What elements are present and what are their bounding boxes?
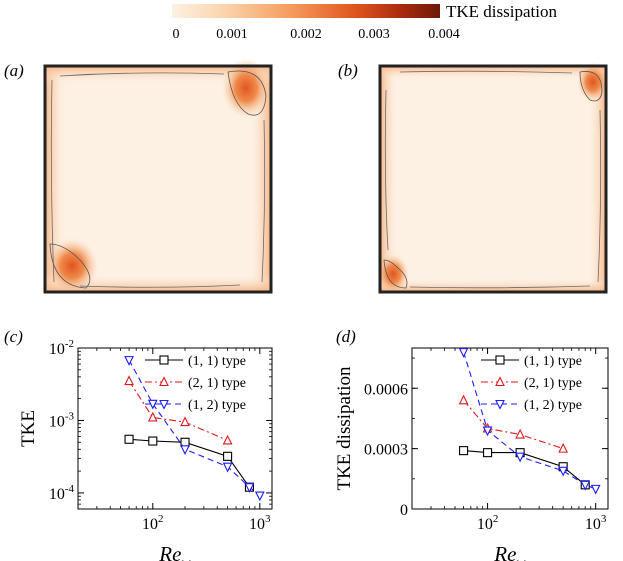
y-tick-label-base: 10 — [49, 413, 65, 430]
x-axis-label-main: Re — [493, 542, 516, 561]
legend-marker — [159, 376, 169, 387]
y-tick-label: 10-2 — [49, 338, 74, 358]
colorbar-tick: 0.001 — [216, 27, 248, 42]
data-point — [558, 442, 569, 453]
y-tick-label: 10-4 — [49, 483, 75, 503]
legend-marker — [495, 399, 505, 410]
colorbar-tick: 0 — [173, 27, 180, 42]
y-axis-label: TKE — [18, 410, 39, 447]
legend-label: (1, 2) type — [524, 398, 582, 413]
colorbar-label: TKE dissipation — [446, 2, 557, 21]
colorbar-gradient — [172, 4, 440, 18]
data-point — [124, 375, 134, 386]
x-tick-label-base: 10 — [249, 516, 265, 533]
data-point — [458, 394, 469, 405]
y-tick-label-exp: -2 — [65, 338, 74, 350]
legend-marker — [495, 376, 505, 387]
x-tick-label: 102 — [477, 513, 499, 533]
data-point — [558, 466, 569, 477]
y-axis-label: TKE dissipation — [334, 366, 355, 491]
data-point — [124, 356, 134, 366]
colorbar: TKE dissipation 0 0.001 0.002 0.003 0.00… — [172, 2, 557, 42]
y-tick-label-base: 10 — [49, 341, 65, 358]
data-point — [222, 434, 233, 445]
data-point — [580, 480, 591, 491]
data-point — [515, 428, 526, 439]
x-tick-label-exp: 3 — [601, 513, 607, 525]
colorbar-tick: 0.003 — [358, 27, 390, 42]
plot-frame — [411, 347, 609, 510]
data-point — [254, 491, 265, 502]
legend-marker — [495, 355, 505, 365]
data-point — [180, 416, 190, 427]
panel-label-d: (d) — [336, 327, 356, 346]
x-tick-label-base: 10 — [585, 516, 601, 533]
legend-marker — [159, 355, 169, 365]
legend-label: (1, 2) type — [188, 398, 246, 413]
x-tick-label-base: 10 — [142, 516, 158, 533]
x-tick-label: 103 — [249, 513, 271, 533]
legend-marker — [159, 399, 169, 410]
data-point — [459, 446, 469, 456]
x-tick-label-exp: 2 — [158, 513, 164, 525]
data-point — [148, 436, 158, 446]
x-tick-label-exp: 3 — [265, 513, 271, 525]
data-point — [482, 426, 493, 437]
x-tick-label: 102 — [142, 513, 164, 533]
colorbar-tick: 0.004 — [428, 27, 460, 42]
data-point — [223, 451, 233, 461]
data-point — [458, 347, 469, 358]
y-tick-label-exp: -3 — [65, 410, 75, 422]
data-point — [180, 445, 190, 456]
series-line — [463, 399, 564, 450]
legend-label: (2, 1) type — [524, 376, 582, 391]
data-point — [222, 462, 233, 473]
y-tick-label-base: 10 — [49, 486, 65, 503]
data-point — [244, 483, 255, 493]
legend-label: (1, 1) type — [524, 354, 582, 369]
series-line — [463, 351, 596, 490]
x-axis-label-sub: w — [181, 556, 191, 561]
y-tick-label-exp: -4 — [65, 483, 75, 495]
data-point — [147, 411, 158, 422]
colorbar-tick: 0.002 — [290, 27, 322, 42]
x-axis-label-main: Re — [158, 542, 181, 561]
y-tick-label: 0 — [400, 502, 408, 519]
panel-label-a: (a) — [4, 61, 24, 80]
panel-label-b: (b) — [338, 61, 358, 80]
x-tick-label: 103 — [585, 513, 607, 533]
panel-label-c: (c) — [4, 327, 23, 346]
contour-plot-a — [43, 58, 273, 294]
y-tick-label: 10-3 — [49, 410, 75, 430]
x-tick-label-base: 10 — [477, 516, 493, 533]
x-axis-label-sub: w — [516, 556, 526, 561]
data-point — [483, 448, 493, 458]
plot-frame — [77, 347, 273, 510]
y-tick-label: 0.0006 — [364, 381, 408, 398]
data-point — [590, 484, 601, 495]
legend-label: (1, 1) type — [188, 354, 246, 369]
data-point — [124, 434, 134, 444]
y-tick-label: 0.0003 — [364, 442, 408, 459]
contour-plot-b — [377, 62, 609, 294]
x-axis-label: Rew — [493, 542, 526, 561]
series-line — [128, 380, 228, 441]
data-point — [515, 452, 526, 463]
x-axis-label: Rew — [158, 542, 191, 561]
legend-label: (2, 1) type — [188, 376, 246, 391]
x-tick-label-exp: 2 — [493, 513, 499, 525]
